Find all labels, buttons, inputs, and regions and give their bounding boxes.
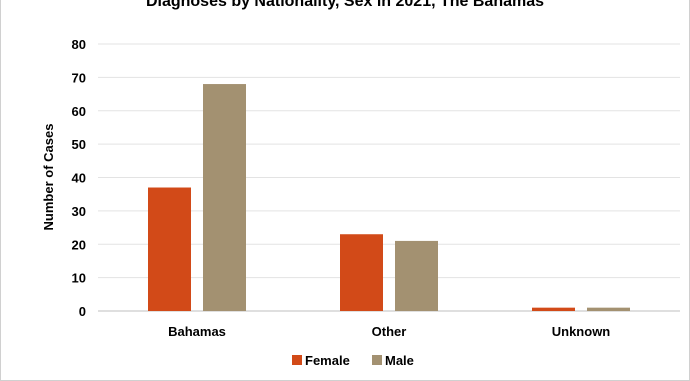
x-category-label: Other — [372, 324, 407, 339]
chart-border-left — [0, 0, 1, 381]
legend-label-male: Male — [385, 353, 414, 368]
legend-label-female: Female — [305, 353, 350, 368]
bars — [148, 84, 630, 311]
bar-male-unknown — [587, 307, 630, 311]
y-tick-label: 70 — [72, 70, 86, 85]
y-tick-label: 50 — [72, 137, 86, 152]
y-axis-ticks: 0 10 20 30 40 50 60 70 80 — [72, 37, 86, 319]
y-tick-label: 30 — [72, 204, 86, 219]
legend-swatch-male — [372, 355, 382, 365]
chart-title: Diagnoses by Nationality, Sex in 2021, T… — [145, 0, 545, 10]
y-tick-label: 0 — [79, 304, 86, 319]
x-category-label: Bahamas — [168, 324, 226, 339]
y-tick-label: 10 — [72, 271, 86, 286]
legend: Female Male — [292, 353, 414, 368]
y-tick-label: 40 — [72, 171, 86, 186]
y-tick-label: 80 — [72, 37, 86, 52]
bar-female-bahamas — [148, 187, 191, 311]
x-category-label: Unknown — [552, 324, 611, 339]
bar-male-other — [395, 240, 438, 311]
legend-swatch-female — [292, 355, 302, 365]
bar-female-unknown — [532, 307, 575, 311]
y-axis-title: Number of Cases — [41, 124, 56, 231]
gridlines — [98, 43, 680, 312]
bar-female-other — [340, 234, 383, 311]
y-tick-label: 60 — [72, 104, 86, 119]
bar-male-bahamas — [203, 84, 246, 311]
y-tick-label: 20 — [72, 237, 86, 252]
x-axis-categories: Bahamas Other Unknown — [168, 324, 610, 339]
